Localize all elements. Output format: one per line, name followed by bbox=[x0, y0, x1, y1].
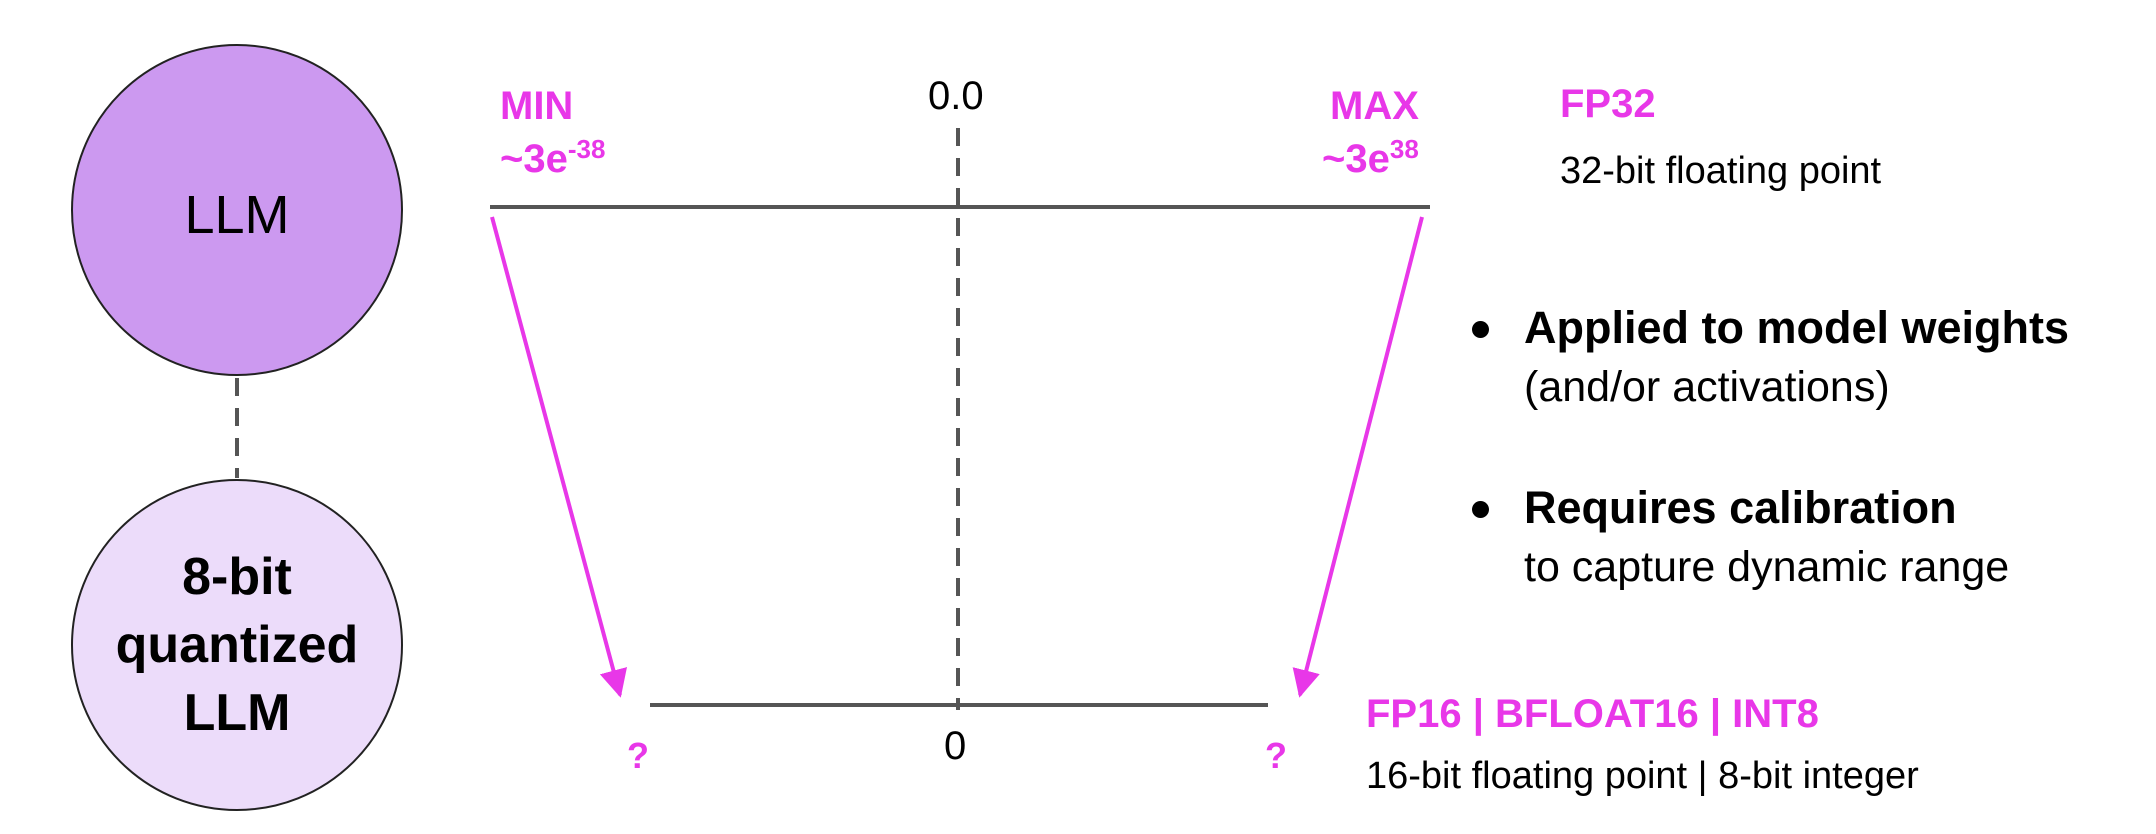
quantized-llm-line1: 8-bit bbox=[182, 548, 292, 606]
low-precision-description: 16-bit floating point | 8-bit integer bbox=[1366, 755, 1919, 797]
top-zero-label: 0.0 bbox=[928, 74, 984, 118]
llm-label: LLM bbox=[137, 183, 337, 248]
quantized-llm-circle bbox=[71, 479, 403, 811]
llm-circle bbox=[71, 44, 403, 376]
quantized-llm-line3: LLM bbox=[183, 684, 291, 742]
llm-label-text: LLM bbox=[184, 185, 290, 245]
bottom-left-unknown: ? bbox=[627, 735, 649, 776]
min-label: MIN bbox=[500, 84, 574, 128]
min-value-exponent: -38 bbox=[567, 134, 606, 164]
min-mapping-arrow bbox=[490, 216, 628, 698]
max-value-base: ~3e bbox=[1322, 137, 1390, 181]
low-precision-title: FP16 | BFLOAT16 | INT8 bbox=[1366, 692, 1819, 736]
quantized-llm-line2: quantized bbox=[115, 616, 359, 674]
bullet-dot-1 bbox=[1472, 321, 1489, 338]
fp32-description: 32-bit floating point bbox=[1560, 150, 1882, 192]
bullet-2-title: Requires calibration bbox=[1524, 482, 1957, 533]
bullet-dot-2 bbox=[1472, 501, 1489, 518]
bullet-2-detail: to capture dynamic range bbox=[1524, 543, 2010, 591]
max-label: MAX bbox=[1330, 84, 1419, 128]
max-value-exponent: 38 bbox=[1389, 134, 1419, 164]
fp32-title: FP32 bbox=[1560, 82, 1656, 126]
max-mapping-arrow bbox=[1292, 216, 1424, 698]
min-value-base: ~3e bbox=[500, 137, 568, 181]
min-value: ~3e-38 bbox=[500, 136, 605, 179]
bottom-right-unknown: ? bbox=[1265, 735, 1287, 776]
max-value: ~3e38 bbox=[1322, 136, 1419, 179]
bullet-1-detail: (and/or activations) bbox=[1524, 363, 1890, 411]
quantized-llm-label: 8-bit quantized LLM bbox=[87, 543, 387, 747]
bottom-zero-label: 0 bbox=[944, 724, 967, 768]
bullet-1-title: Applied to model weights bbox=[1524, 302, 2070, 353]
